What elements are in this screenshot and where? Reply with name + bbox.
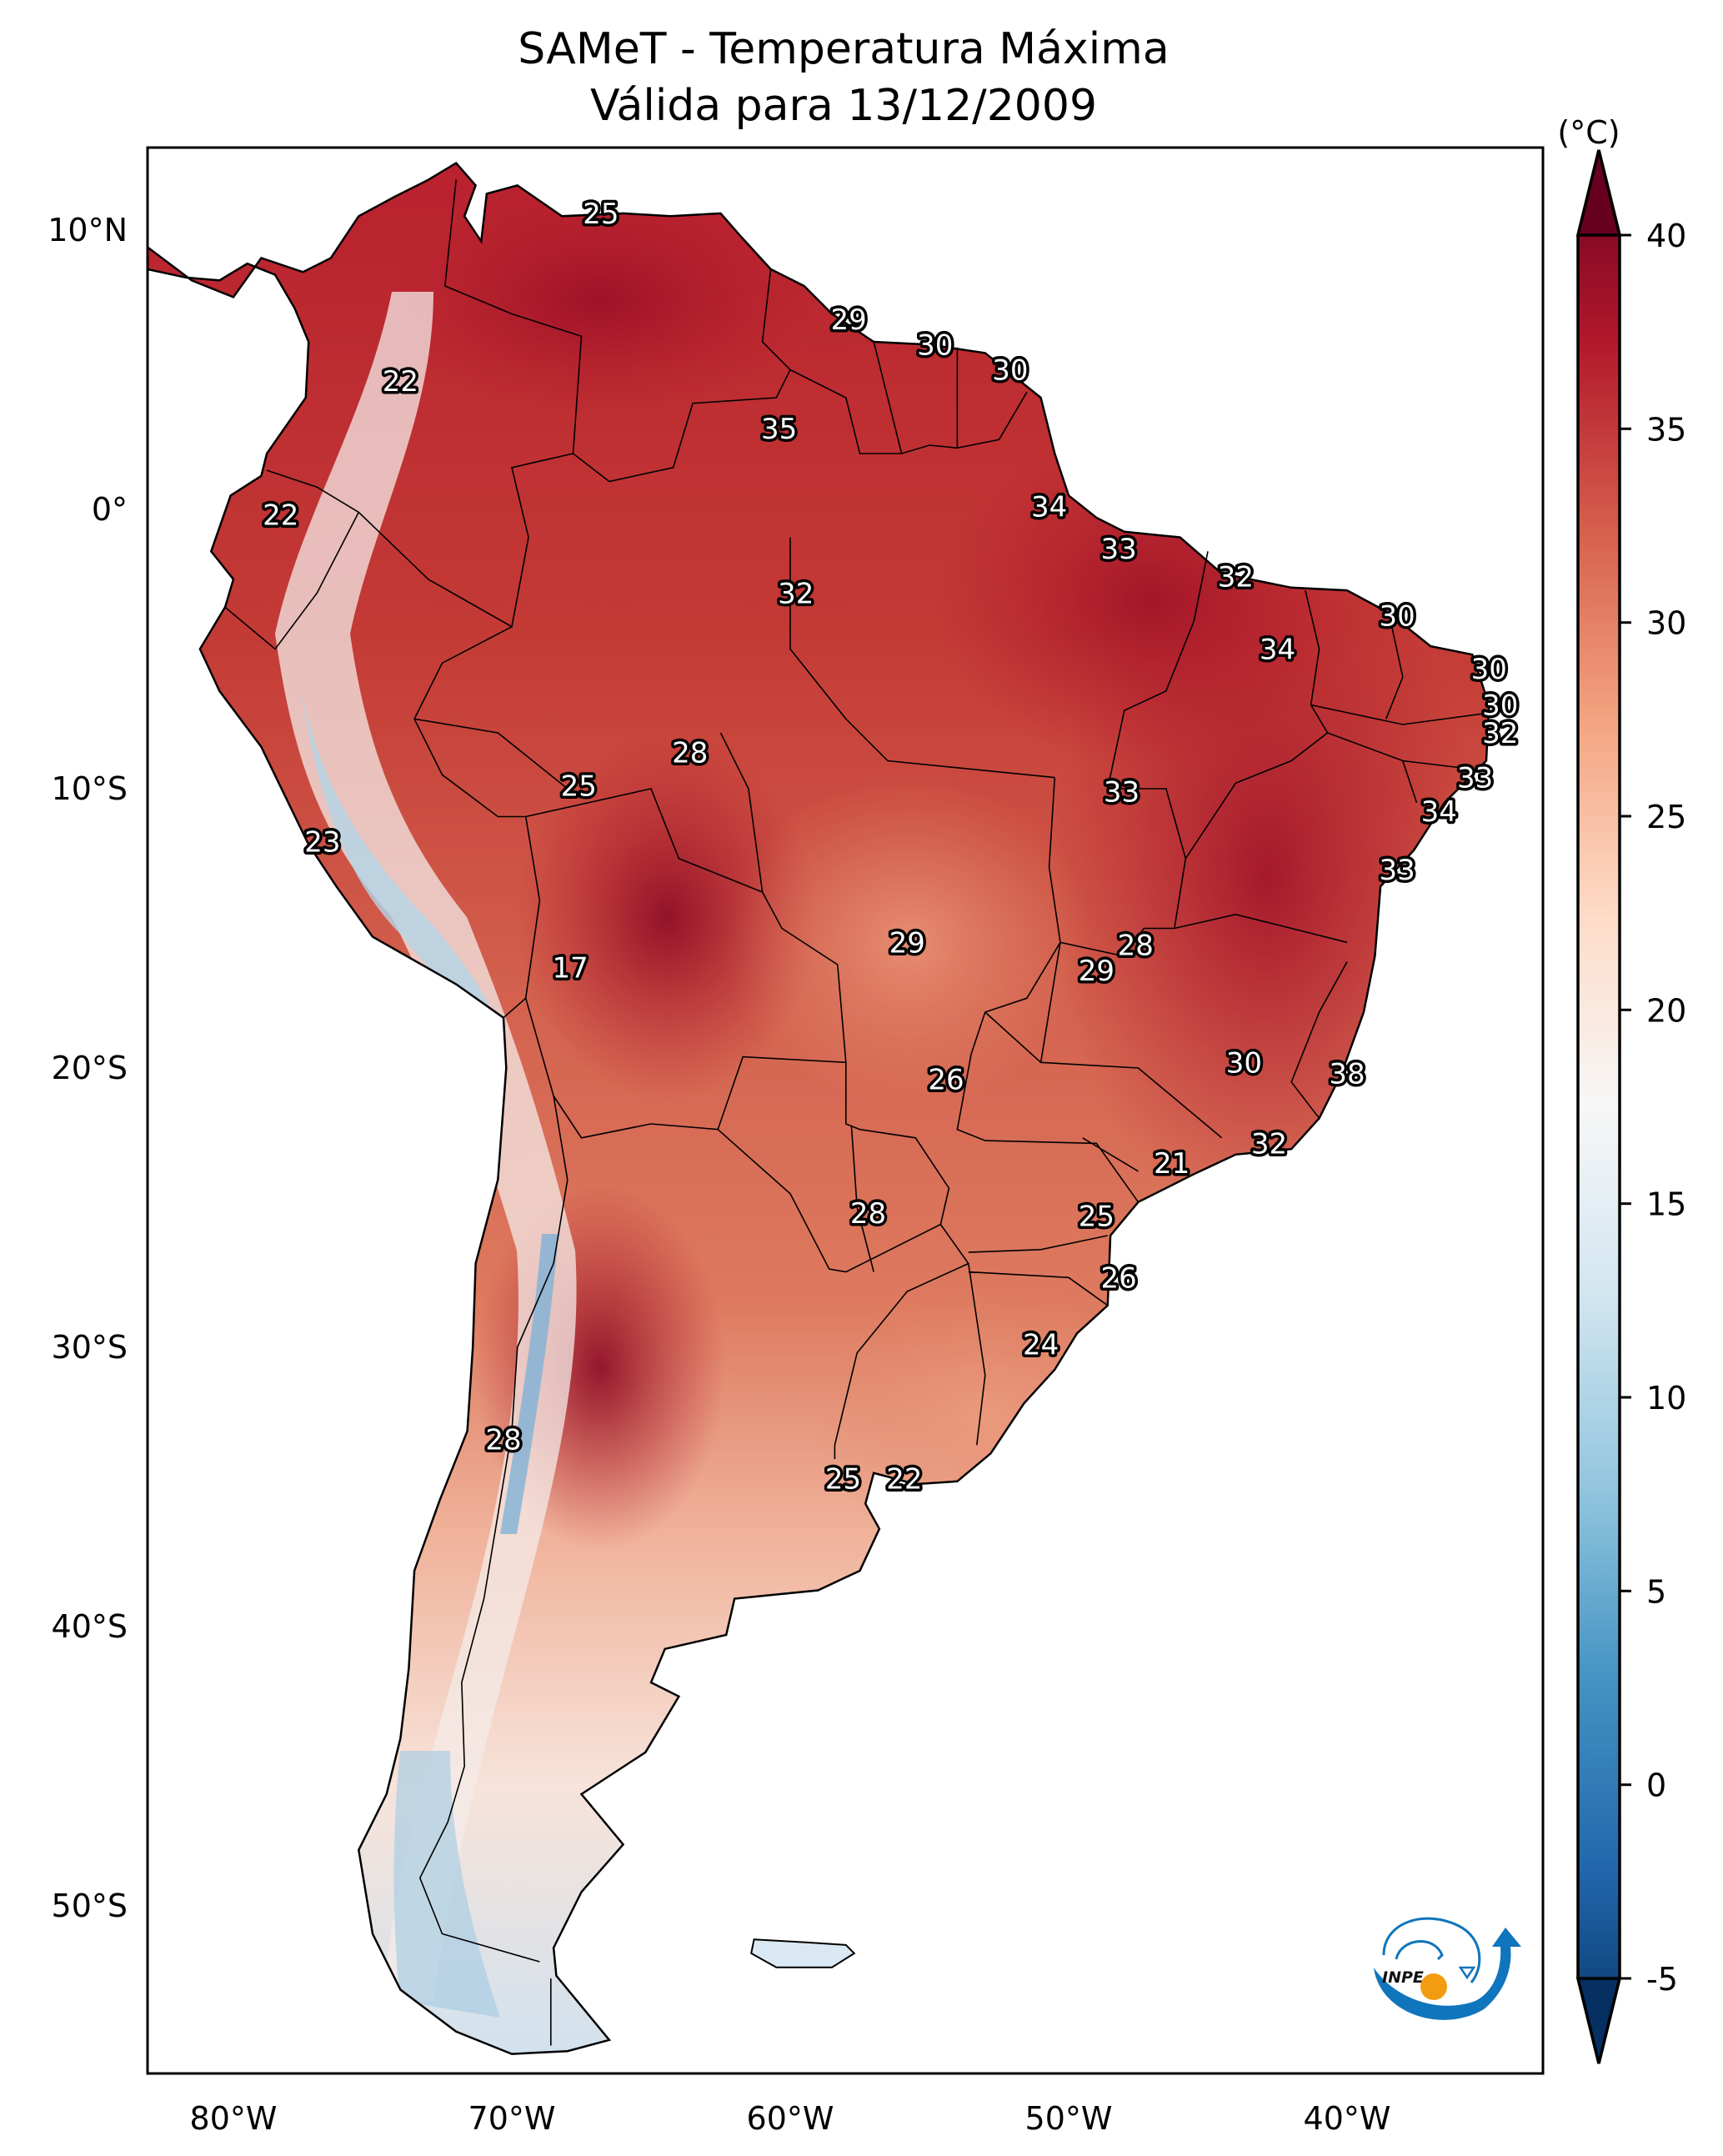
andes-cold-chile <box>500 1234 558 1534</box>
contour-label: 32 <box>1251 1127 1287 1161</box>
contour-label: 26 <box>928 1063 964 1096</box>
andes-cool-strip <box>275 292 577 2001</box>
colorbar-tick-label: 25 <box>1646 799 1686 835</box>
latitude-tick-label: 0° <box>92 491 128 528</box>
title-line-1: SAMeT - Temperatura Máxima <box>518 24 1169 74</box>
hot-zone-brazil-north <box>934 434 1367 767</box>
colorbar-tick-label: 20 <box>1646 992 1686 1029</box>
warm-zone-uruguay <box>817 1276 1150 1559</box>
colorbar-ticks: 40 35 30 25 20 15 10 5 0 -5 <box>1620 218 1686 1998</box>
colorbar-tick-label: 40 <box>1646 218 1686 254</box>
contour-label: 21 <box>1154 1147 1190 1181</box>
contour-label: 33 <box>1457 762 1493 795</box>
logo-text: INPE <box>1382 1968 1424 1987</box>
contour-label: 22 <box>263 499 298 533</box>
logo-inner-swirl <box>1395 1940 1444 1961</box>
colorbar-tick-label: 5 <box>1646 1573 1666 1610</box>
contour-label: 33 <box>1104 775 1139 809</box>
longitude-tick-label: 80°W <box>190 2100 278 2137</box>
logo-up-arrow-icon <box>1374 1928 1521 2020</box>
contour-label: 35 <box>761 413 797 446</box>
logo-down-arrow-icon <box>1458 1966 1476 1980</box>
patagonia-cold <box>393 1751 500 2018</box>
contour-label: 30 <box>1482 689 1518 723</box>
inpe-logo: INPE <box>1374 1917 1521 2020</box>
contour-label: 24 <box>1023 1329 1059 1362</box>
falkland-islands <box>750 1938 856 1968</box>
colorbar-lower-extension <box>1575 1977 1622 2064</box>
colorbar-tick-label: 15 <box>1646 1186 1686 1223</box>
contour-label: 30 <box>917 328 953 362</box>
colorbar-tick-label: 35 <box>1646 411 1686 448</box>
colorbar-body <box>1576 149 1621 2064</box>
contour-label: 30 <box>992 354 1028 388</box>
contour-label: 38 <box>1329 1058 1365 1091</box>
longitude-axis: 80°W 70°W 60°W 50°W 40°W <box>190 2100 1391 2137</box>
contour-label: 33 <box>1100 533 1136 566</box>
contour-label: 25 <box>583 198 619 231</box>
contour-label: 30 <box>1471 653 1507 686</box>
colorbar: 40 35 30 25 20 15 10 5 0 -5 (°C) <box>1557 114 1686 2064</box>
contour-label: 22 <box>383 365 418 399</box>
logo-orange-dot <box>1420 1973 1447 2000</box>
colorbar-upper-extension <box>1575 149 1622 237</box>
contour-label: 29 <box>830 303 866 337</box>
colorbar-tick-label: 10 <box>1646 1380 1686 1416</box>
title-line-2: Válida para 13/12/2009 <box>590 81 1097 131</box>
logo-outer-swirl <box>1382 1917 1481 1983</box>
contour-label: 32 <box>778 578 814 611</box>
contour-label: 29 <box>1079 955 1114 988</box>
country-and-state-borders <box>224 179 1487 2046</box>
contour-label: 23 <box>304 826 340 860</box>
latitude-axis: 10°N 0° 10°S 20°S 30°S 40°S 50°S <box>48 212 128 1924</box>
contour-label: 26 <box>1100 1261 1136 1295</box>
longitude-tick-label: 60°W <box>747 2100 834 2137</box>
colorbar-unit-label: (°C) <box>1557 114 1620 151</box>
contour-label: 28 <box>850 1197 886 1231</box>
contour-label: 25 <box>825 1463 861 1497</box>
contour-label: 17 <box>552 951 588 985</box>
contour-label: 22 <box>886 1463 922 1497</box>
latitude-tick-label: 40°S <box>52 1608 128 1645</box>
latitude-tick-label: 10°S <box>52 770 128 807</box>
colorbar-tick-label: 0 <box>1646 1767 1666 1804</box>
contour-label: 28 <box>1118 930 1154 963</box>
longitude-tick-label: 50°W <box>1025 2100 1113 2137</box>
colorbar-tick-label: -5 <box>1646 1961 1678 1998</box>
contour-label: 32 <box>1482 717 1518 750</box>
contour-label: 34 <box>1421 795 1457 829</box>
latitude-tick-label: 20°S <box>52 1050 128 1086</box>
contour-label: 29 <box>889 926 925 960</box>
map-frame <box>146 146 1545 2075</box>
longitude-tick-label: 70°W <box>468 2100 556 2137</box>
latitude-tick-label: 50°S <box>52 1888 128 1924</box>
longitude-tick-label: 40°W <box>1304 2100 1391 2137</box>
contour-label: 25 <box>1079 1201 1114 1234</box>
latitude-tick-label: 30°S <box>52 1329 128 1366</box>
contour-label: 28 <box>672 737 708 770</box>
colorbar-tick-label: 30 <box>1646 605 1686 642</box>
contour-label: 32 <box>1218 560 1254 594</box>
contour-label: 33 <box>1379 854 1415 887</box>
contour-label: 30 <box>1226 1046 1262 1080</box>
contour-label: 34 <box>1260 634 1295 667</box>
contour-label: 30 <box>1379 599 1415 633</box>
hot-zone-venezuela <box>383 183 817 417</box>
contour-label: 34 <box>1031 491 1067 524</box>
contour-label: 28 <box>485 1424 521 1457</box>
latitude-tick-label: 10°N <box>48 212 128 248</box>
contour-label: 25 <box>561 770 597 804</box>
andes-cold-peru <box>300 684 500 1034</box>
coastline <box>148 161 1490 2055</box>
